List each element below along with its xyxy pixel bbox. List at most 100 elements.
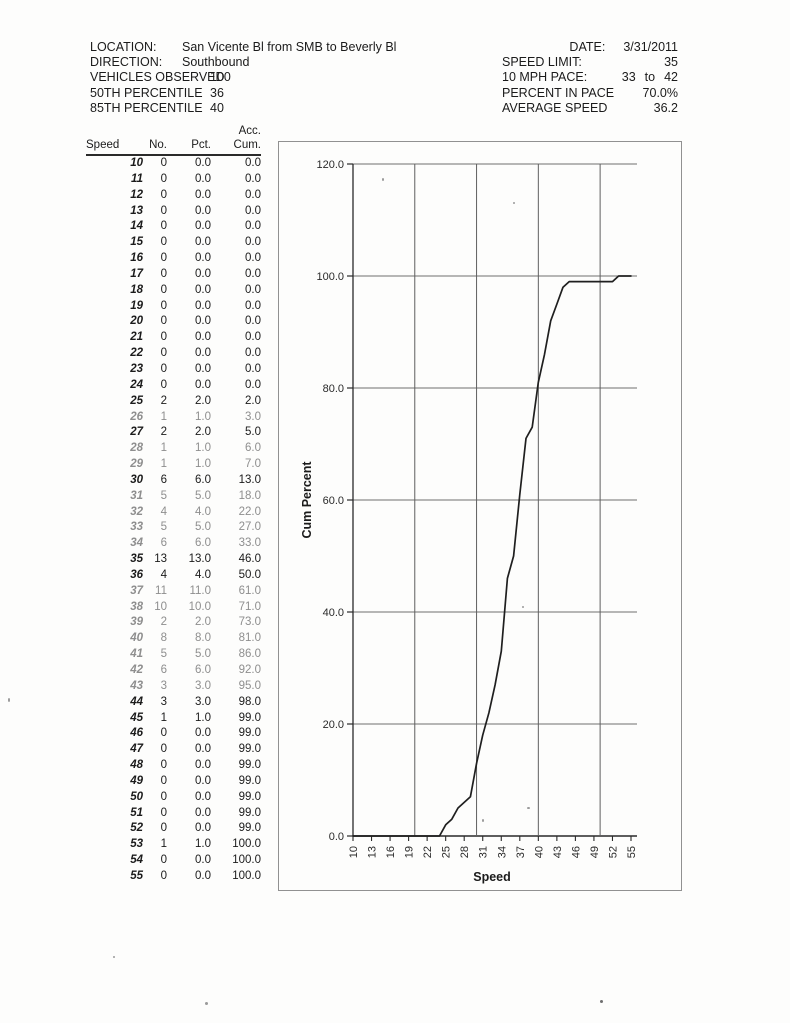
- x-tick-label: 34: [496, 846, 508, 858]
- speed-cell: 50: [130, 790, 143, 803]
- x-tick-label: 40: [533, 846, 545, 858]
- speed-cell: 49: [130, 774, 143, 787]
- y-tick-label: 60.0: [323, 495, 344, 507]
- pct-cell: 0.0: [195, 774, 211, 787]
- cum-cell: 33.0: [238, 537, 261, 550]
- y-tick-label: 100.0: [316, 271, 344, 283]
- table-row: 51 0 0.0 99.0: [86, 806, 261, 822]
- pct-cell: 1.0: [195, 711, 211, 724]
- x-tick-label: 16: [385, 846, 397, 858]
- cum-cell: 3.0: [245, 410, 261, 423]
- x-tick-label: 46: [570, 846, 582, 858]
- y-tick-label: 0.0: [329, 831, 344, 843]
- speed-cell: 53: [130, 838, 143, 851]
- no-cell: 0: [160, 806, 167, 819]
- vehicles-observed-row: VEHICLES OBSERVED 100: [90, 70, 470, 85]
- header-right-block: DATE: 3/31/2011 SPEED LIMIT: 35 10 MPH P…: [502, 40, 678, 116]
- speed-cell: 54: [130, 854, 143, 867]
- table-row: 43 3 3.0 95.0: [86, 679, 261, 695]
- percentile-85-value: 40: [210, 100, 224, 115]
- speed-cell: 32: [130, 505, 143, 518]
- no-cell: 5: [160, 489, 167, 502]
- cum-cell: 99.0: [238, 774, 261, 787]
- speed-cell: 20: [130, 315, 143, 328]
- table-row: 50 0 0.0 99.0: [86, 790, 261, 806]
- pct-cell: 6.0: [195, 664, 211, 676]
- pct-cell: 0.0: [195, 267, 211, 280]
- cum-cell: 99.0: [238, 759, 261, 772]
- table-row: 36 4 4.0 50.0: [86, 568, 261, 584]
- no-cell: 0: [160, 299, 167, 312]
- cum-cell: 73.0: [238, 616, 261, 629]
- x-tick-label: 52: [607, 846, 619, 858]
- no-cell: 0: [160, 378, 167, 391]
- speed-table-wrap: Acc. Speed No. Pct. Cum. 10 0 0.0 0.0 11 0 0.0…: [86, 124, 261, 885]
- x-tick-label: 43: [552, 846, 564, 858]
- date-value: 3/31/2011: [623, 40, 678, 54]
- speed-cell: 28: [130, 442, 143, 455]
- pct-cell: 0.0: [195, 236, 211, 249]
- x-tick-label: 31: [478, 846, 490, 858]
- pct-cell: 2.0: [195, 616, 211, 629]
- cum-cell: 98.0: [238, 695, 261, 708]
- speed-cell: 21: [130, 331, 143, 344]
- x-tick-label: 28: [459, 846, 471, 858]
- speed-cell: 13: [130, 204, 143, 217]
- header-left-block: LOCATION: San Vicente Bl from SMB to Bev…: [90, 40, 470, 116]
- pct-cell: 6.0: [195, 537, 211, 550]
- table-row: 53 1 1.0 100.0: [86, 837, 261, 853]
- pct-cell: 5.0: [195, 489, 211, 502]
- no-cell: 1: [160, 838, 167, 851]
- speed-cell: 45: [130, 711, 143, 724]
- table-row: 45 1 1.0 99.0: [86, 711, 261, 727]
- pct-cell: 0.0: [195, 806, 211, 819]
- speed-cell: 12: [130, 188, 143, 201]
- location-row: LOCATION: San Vicente Bl from SMB to Bev…: [90, 40, 470, 55]
- cum-cell: 0.0: [245, 362, 261, 375]
- pct-cell: 0.0: [195, 347, 211, 360]
- no-cell: 2: [160, 426, 167, 439]
- pct-cell: 0.0: [195, 157, 211, 169]
- pct-cell: 0.0: [195, 378, 211, 391]
- cum-cell: 0.0: [245, 220, 261, 233]
- speed-cell: 42: [130, 664, 143, 676]
- speed-cell: 15: [130, 236, 143, 249]
- cum-cell: 2.0: [245, 394, 261, 407]
- cum-cell: 86.0: [238, 648, 261, 661]
- direction-label: DIRECTION:: [90, 55, 163, 70]
- no-cell: 8: [160, 632, 167, 645]
- cum-cell: 99.0: [238, 711, 261, 724]
- pct-cell: 0.0: [195, 331, 211, 344]
- cum-cell: 61.0: [238, 584, 261, 597]
- y-tick-label: 20.0: [323, 719, 344, 731]
- vehicles-observed-label: VEHICLES OBSERVED: [90, 70, 225, 85]
- table-row: 49 0 0.0 99.0: [86, 774, 261, 790]
- speed-cell: 46: [130, 727, 143, 740]
- no-cell: 0: [160, 331, 167, 344]
- cum-cell: 27.0: [238, 521, 261, 534]
- column-header-pct: Pct.: [167, 138, 211, 156]
- table-row: 46 0 0.0 99.0: [86, 726, 261, 742]
- table-row: 47 0 0.0 99.0: [86, 742, 261, 758]
- direction-row: DIRECTION: Southbound: [90, 55, 470, 70]
- cum-cell: 13.0: [238, 473, 261, 486]
- speed-cell: 43: [130, 679, 143, 692]
- pct-cell: 0.0: [195, 315, 211, 328]
- pct-cell: 0.0: [195, 362, 211, 375]
- cum-cell: 100.0: [232, 869, 261, 882]
- no-cell: 6: [160, 473, 167, 486]
- scan-speck: [522, 606, 524, 608]
- cum-cell: 0.0: [245, 267, 261, 280]
- no-cell: 0: [160, 347, 167, 360]
- speed-cell: 47: [130, 743, 143, 756]
- pace-to-word: to: [644, 70, 656, 85]
- pace-to-value: 42: [664, 70, 678, 85]
- no-cell: 0: [160, 822, 167, 835]
- pct-cell: 13.0: [188, 553, 211, 566]
- table-row: 16 0 0.0 0.0: [86, 251, 261, 267]
- percentile-50-label: 50TH PERCENTILE: [90, 85, 203, 100]
- cum-cell: 0.0: [245, 378, 261, 391]
- column-header-no: No.: [143, 138, 167, 156]
- table-row: 34 6 6.0 33.0: [86, 536, 261, 552]
- pct-cell: 0.0: [195, 869, 211, 882]
